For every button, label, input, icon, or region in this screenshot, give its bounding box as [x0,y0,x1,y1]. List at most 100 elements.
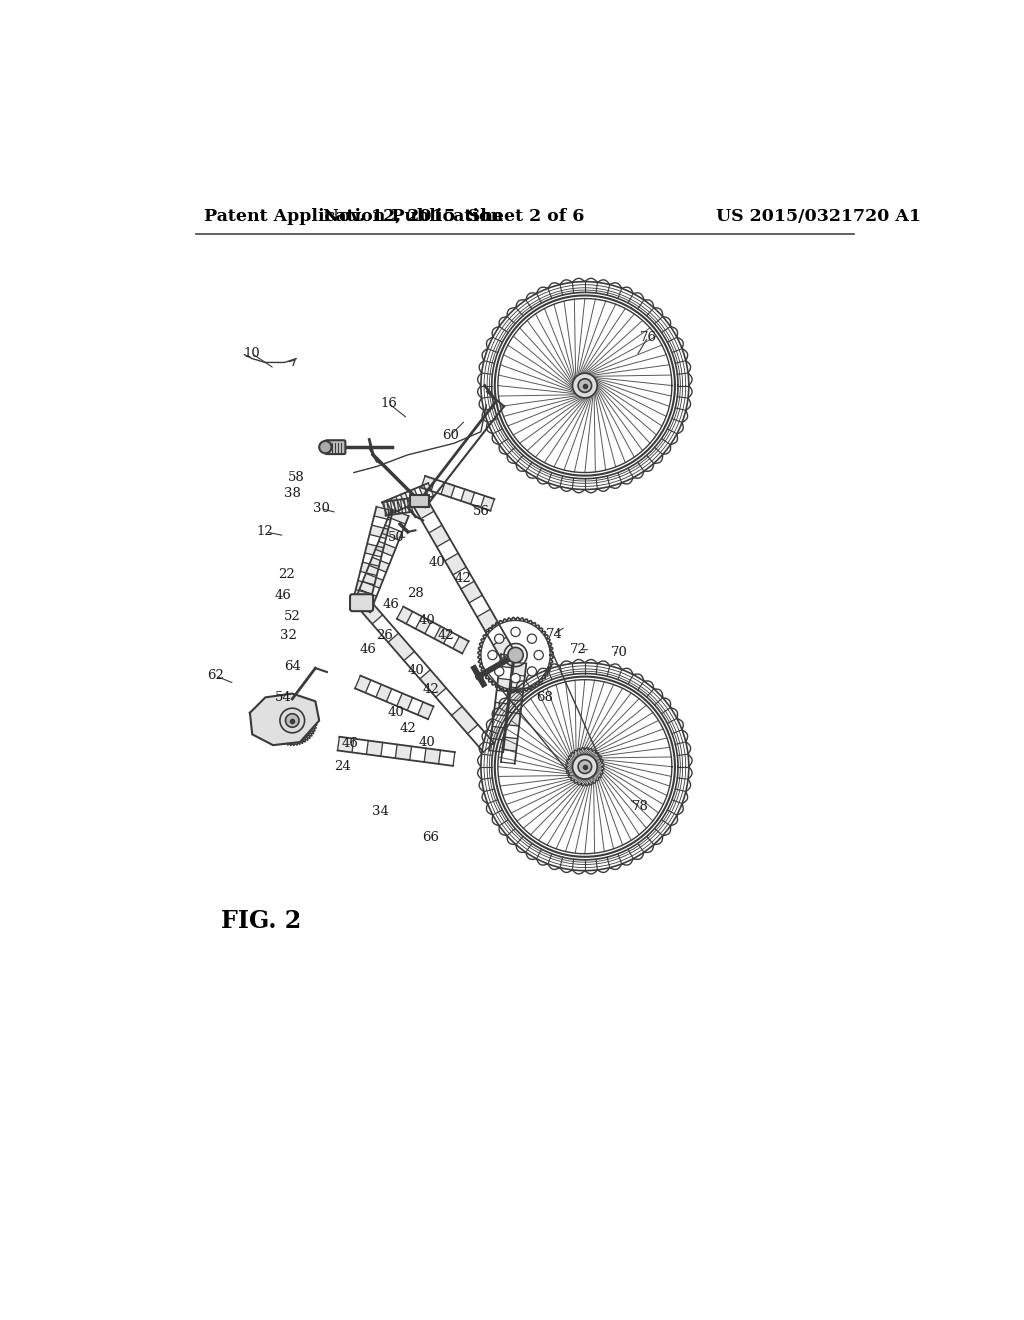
Circle shape [319,441,332,453]
Text: 46: 46 [342,737,358,750]
Polygon shape [376,684,392,702]
Text: 40: 40 [419,735,435,748]
Polygon shape [382,500,392,515]
Polygon shape [416,616,431,634]
Text: 76: 76 [640,330,656,343]
Polygon shape [418,702,433,719]
Polygon shape [434,627,451,644]
Text: 42: 42 [423,684,439,696]
Text: 78: 78 [632,800,649,813]
Text: 70: 70 [611,647,628,659]
Circle shape [527,667,537,676]
Polygon shape [452,706,478,734]
Text: Patent Application Publication: Patent Application Publication [204,207,503,224]
Circle shape [280,708,304,733]
Circle shape [527,634,537,643]
Text: 10: 10 [243,347,260,360]
Polygon shape [362,573,383,589]
Text: 60: 60 [441,429,459,442]
Circle shape [495,634,504,643]
Circle shape [579,379,592,392]
Polygon shape [494,638,514,659]
Polygon shape [367,741,383,756]
FancyBboxPatch shape [326,441,345,454]
Text: FIG. 2: FIG. 2 [221,908,302,933]
Bar [410,495,429,507]
Polygon shape [444,553,466,576]
Text: Nov. 12, 2015  Sheet 2 of 6: Nov. 12, 2015 Sheet 2 of 6 [324,207,585,224]
Text: 62: 62 [207,669,223,682]
Text: 74: 74 [546,628,562,640]
Text: 40: 40 [429,556,445,569]
Text: 58: 58 [288,471,304,484]
Polygon shape [397,607,413,624]
Polygon shape [420,669,446,697]
Polygon shape [397,693,413,710]
Polygon shape [388,634,415,660]
Polygon shape [395,744,412,760]
Polygon shape [382,525,402,540]
Text: 64: 64 [284,660,301,673]
Text: 52: 52 [284,610,301,623]
Text: 16: 16 [380,397,397,409]
Text: 42: 42 [455,572,472,585]
Polygon shape [461,490,474,504]
Polygon shape [480,496,495,511]
Polygon shape [370,525,388,539]
FancyBboxPatch shape [350,594,373,611]
Polygon shape [365,544,384,557]
Text: 54: 54 [274,690,292,704]
Text: 28: 28 [408,587,424,601]
Text: 72: 72 [570,643,587,656]
Polygon shape [453,636,469,653]
Text: 38: 38 [284,487,301,500]
Polygon shape [374,507,393,520]
Polygon shape [376,541,396,556]
Polygon shape [477,610,499,631]
Text: 50: 50 [388,531,404,544]
Text: 46: 46 [274,589,292,602]
Text: 56: 56 [472,504,489,517]
Text: 68: 68 [537,690,553,704]
Text: 46: 46 [382,598,399,611]
Text: 34: 34 [373,805,389,818]
Polygon shape [369,557,389,572]
Polygon shape [461,581,482,603]
Circle shape [511,627,520,636]
Text: 32: 32 [280,630,297,643]
Text: US 2015/0321720 A1: US 2015/0321720 A1 [716,207,921,224]
Polygon shape [400,492,411,507]
Polygon shape [429,525,451,546]
Text: 40: 40 [408,664,424,677]
Circle shape [535,651,544,660]
Text: 40: 40 [388,706,404,719]
Circle shape [572,755,597,779]
Polygon shape [410,488,420,504]
Text: 66: 66 [422,832,439,843]
Text: 22: 22 [278,568,295,581]
Text: 30: 30 [313,502,330,515]
Polygon shape [500,655,515,668]
Text: 26: 26 [376,630,393,643]
Circle shape [579,760,592,774]
Circle shape [495,667,504,676]
Polygon shape [505,711,520,726]
Polygon shape [384,502,389,516]
Polygon shape [356,597,383,624]
Polygon shape [338,737,354,752]
Polygon shape [355,676,371,693]
Polygon shape [424,748,440,764]
Polygon shape [403,499,410,512]
Polygon shape [391,496,401,511]
Text: 42: 42 [438,630,455,643]
Text: 12: 12 [257,525,273,539]
Circle shape [572,374,597,397]
Polygon shape [356,589,377,605]
Text: 46: 46 [359,643,376,656]
Polygon shape [390,500,395,515]
Text: 40: 40 [419,614,435,627]
Polygon shape [388,510,409,524]
Polygon shape [419,484,429,500]
Polygon shape [413,498,434,519]
Polygon shape [250,693,319,744]
